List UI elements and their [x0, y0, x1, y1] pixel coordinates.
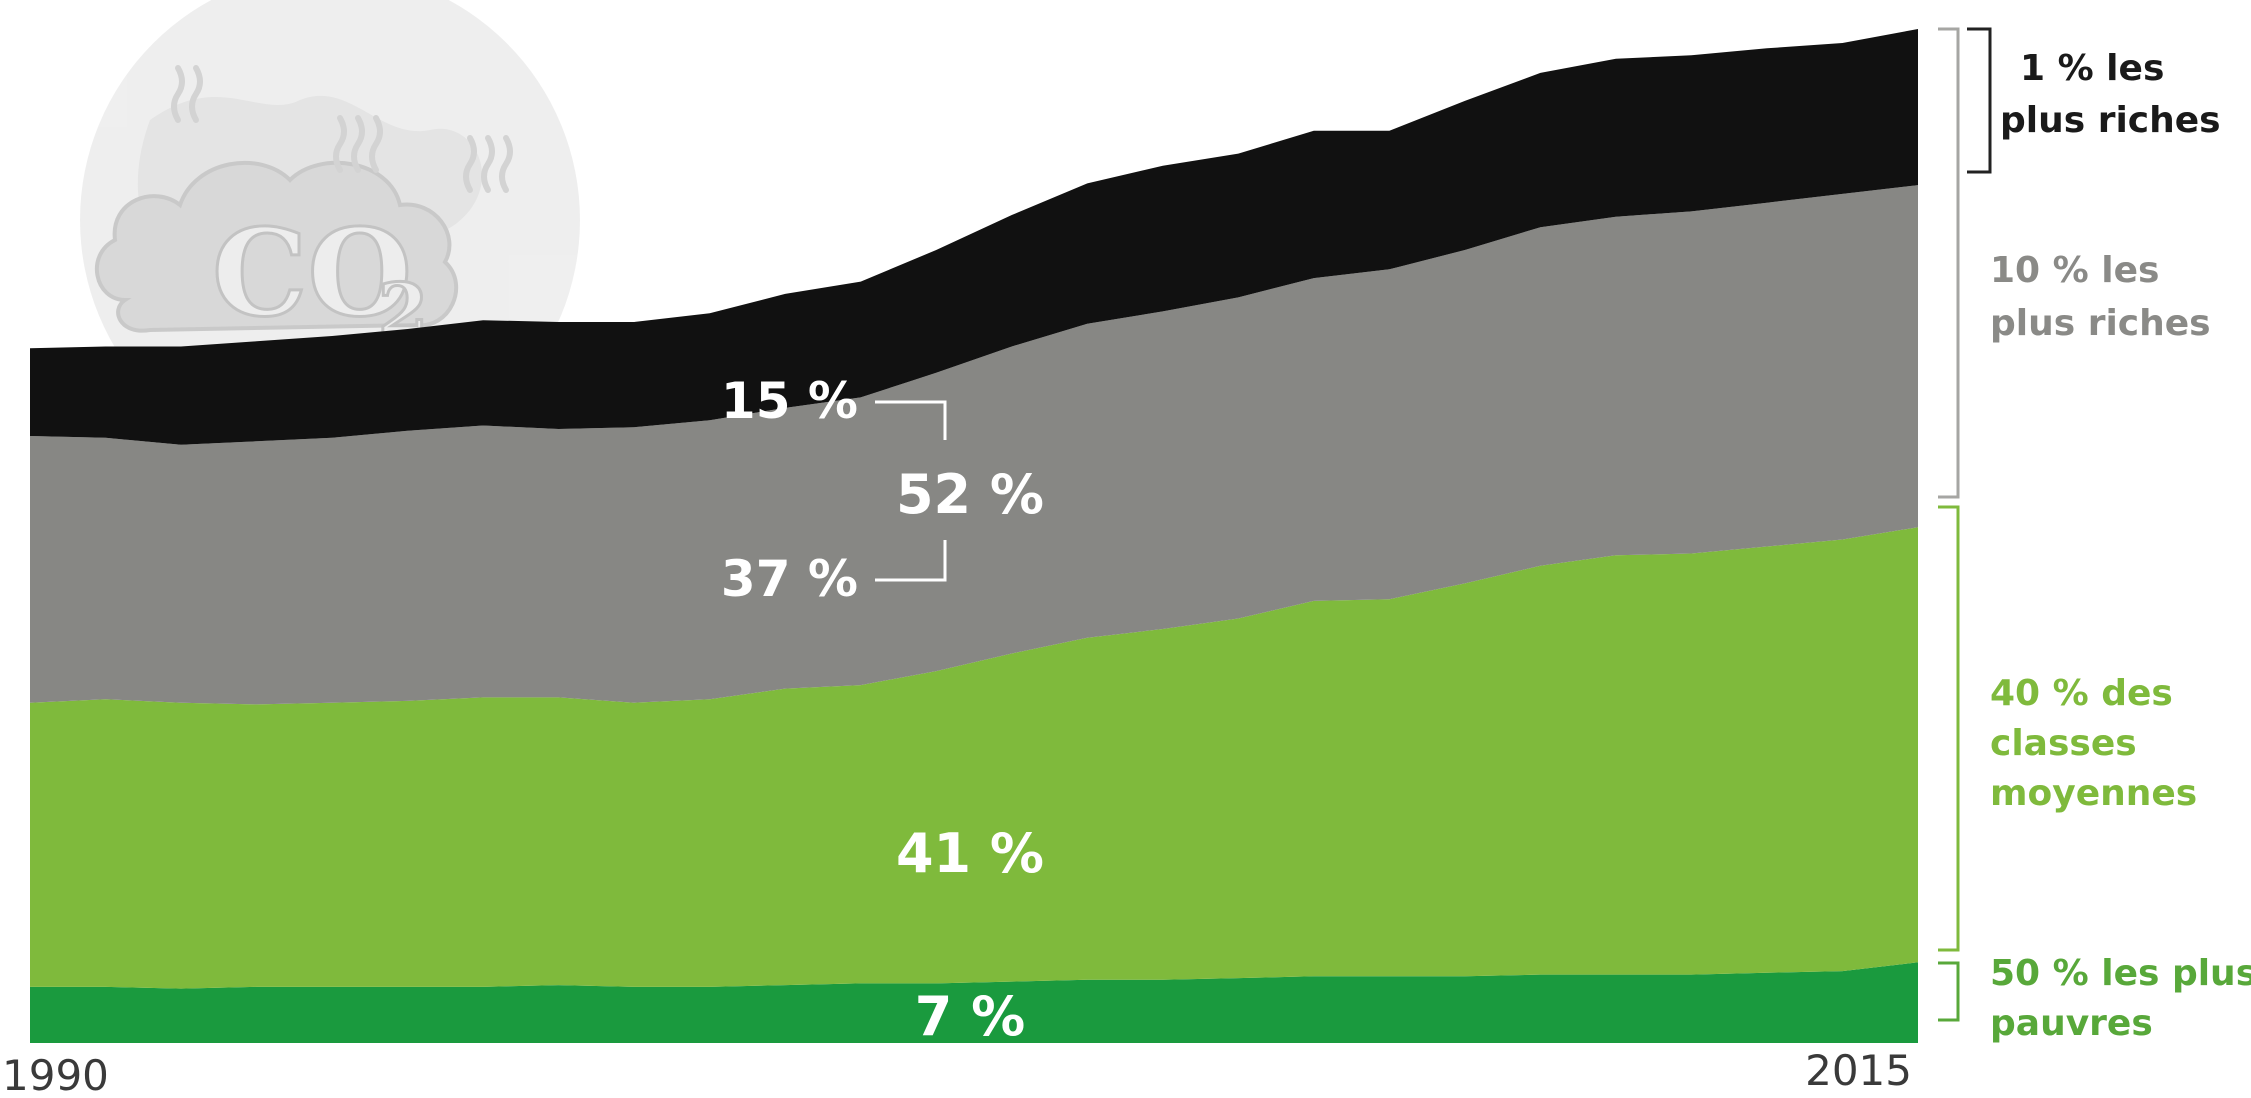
legend-bracket-top10 [1938, 27, 1960, 499]
legend-label-top1-line1: 1 % les [2020, 48, 2164, 89]
legend-label-middle-line3: moyennes [1990, 773, 2197, 814]
legend-label-bottom-line2: pauvres [1990, 1003, 2153, 1044]
area-series-2 [30, 185, 1918, 705]
legend-label-middle: 40 % des classes moyennes [1990, 673, 2197, 814]
legend-bracket-bottom [1938, 961, 1960, 1022]
legend-label-bottom: 50 % les plus pauvres [1990, 953, 2251, 1044]
annotation-top10-share: 37 % [721, 550, 858, 608]
annotation-top1-share: 15 % [721, 372, 858, 430]
legend-label-top10-line1: 10 % les [1990, 250, 2159, 291]
annotation-bottom-share: 7 % [915, 985, 1025, 1048]
svg-text:CO: CO [212, 203, 412, 344]
area-series-3 [30, 29, 1918, 445]
legend-label-top10-line2: plus riches [1990, 303, 2211, 344]
legend-label-top1-line2: plus riches [2000, 100, 2221, 141]
legend-label-bottom-line1: 50 % les plus [1990, 953, 2251, 994]
annotation-top-total-share: 52 % [896, 463, 1044, 526]
stacked-areas [30, 29, 1918, 1043]
area-series-1 [30, 527, 1918, 989]
x-tick-label-end: 2015 [1805, 1046, 1912, 1095]
legend-label-middle-line1: 40 % des [1990, 673, 2173, 714]
legend-bracket-middle [1938, 505, 1960, 952]
area-series-0 [30, 962, 1918, 1043]
legend-label-middle-line2: classes [1990, 723, 2137, 764]
legend-label-top10: 10 % les plus riches [1990, 250, 2211, 344]
x-tick-label-start: 1990 [2, 1051, 109, 1098]
annotation-middle-share: 41 % [896, 822, 1044, 885]
legend-bracket-top1 [1967, 27, 1992, 174]
legend-label-top1: 1 % les plus riches [2000, 48, 2221, 141]
annotation-bracket [875, 400, 947, 582]
